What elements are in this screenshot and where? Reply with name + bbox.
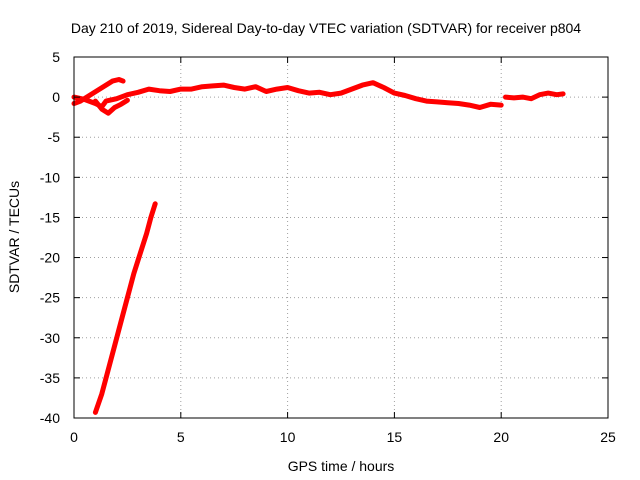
x-tick-label: 10	[280, 429, 296, 445]
y-tick-label: 0	[52, 89, 60, 105]
y-tick-label: -10	[40, 169, 60, 185]
y-tick-label: -15	[40, 209, 60, 225]
y-tick-label: 5	[52, 49, 60, 65]
y-tick-label: -30	[40, 330, 60, 346]
y-tick-label: -35	[40, 370, 60, 386]
data-series	[92, 97, 130, 116]
y-tick-label: -25	[40, 290, 60, 306]
x-axis-label: GPS time / hours	[288, 458, 395, 474]
data-series	[503, 90, 566, 102]
x-tick-label: 5	[177, 429, 185, 445]
plot-frame	[73, 56, 609, 419]
x-tick-label: 0	[70, 429, 78, 445]
y-tick-label: -40	[40, 410, 60, 426]
ticks: 0 5 10 15 20 25 5 0 -5 -10 -15 -20 -25 -30 -35 -40	[40, 49, 616, 445]
x-tick-label: 20	[493, 429, 509, 445]
data-series	[71, 80, 504, 110]
x-tick-label: 25	[600, 429, 616, 445]
x-tick-label: 15	[387, 429, 403, 445]
y-axis-label: SDTVAR / TECUs	[6, 181, 22, 293]
grid	[74, 57, 608, 418]
y-tick-label: -5	[48, 129, 61, 145]
y-tick-label: -20	[40, 250, 60, 266]
chart-title: Day 210 of 2019, Sidereal Day-to-day VTE…	[71, 20, 581, 36]
series-layer	[71, 77, 566, 415]
data-series	[92, 201, 158, 415]
